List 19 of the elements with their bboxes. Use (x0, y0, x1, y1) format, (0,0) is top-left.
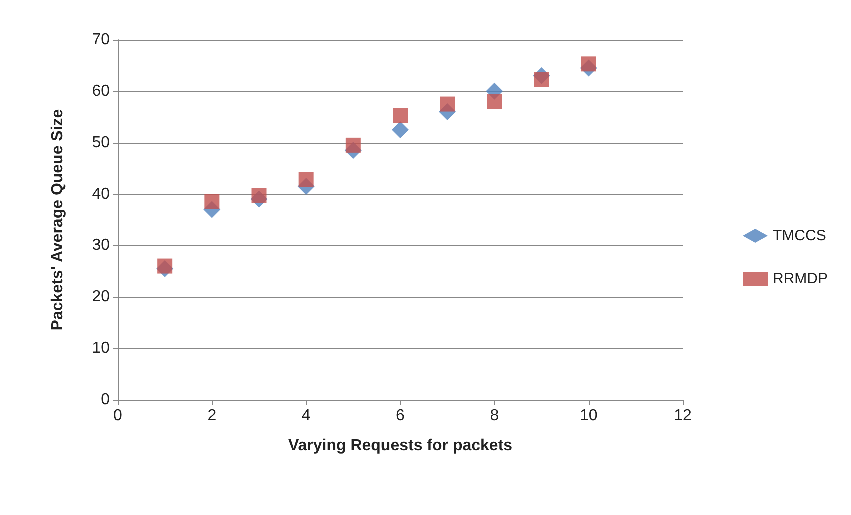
x-tick-label: 6 (396, 408, 406, 424)
x-tick-label: 10 (580, 408, 598, 424)
y-axis-title: Packets' Average Queue Size (50, 109, 66, 331)
y-tick-label: 30 (92, 237, 110, 254)
legend-label: TMCCS (773, 228, 826, 244)
x-tick-label: 8 (490, 408, 500, 424)
x-axis-title: Varying Requests for packets (288, 438, 513, 454)
y-tick-label: 10 (92, 340, 110, 358)
x-tick-label: 12 (674, 408, 692, 424)
x-tick-label: 2 (208, 408, 217, 424)
y-tick-label: 20 (92, 288, 110, 306)
y-tick-label: 40 (92, 186, 110, 203)
x-tick-label: 4 (302, 408, 311, 424)
legend-label: RRMDP (773, 270, 828, 288)
y-tick-label: 70 (92, 32, 110, 48)
y-tick-label: 0 (101, 392, 110, 408)
y-tick-label: 60 (92, 82, 110, 100)
x-tick-label: 0 (114, 408, 123, 424)
y-tick-label: 50 (92, 134, 110, 152)
